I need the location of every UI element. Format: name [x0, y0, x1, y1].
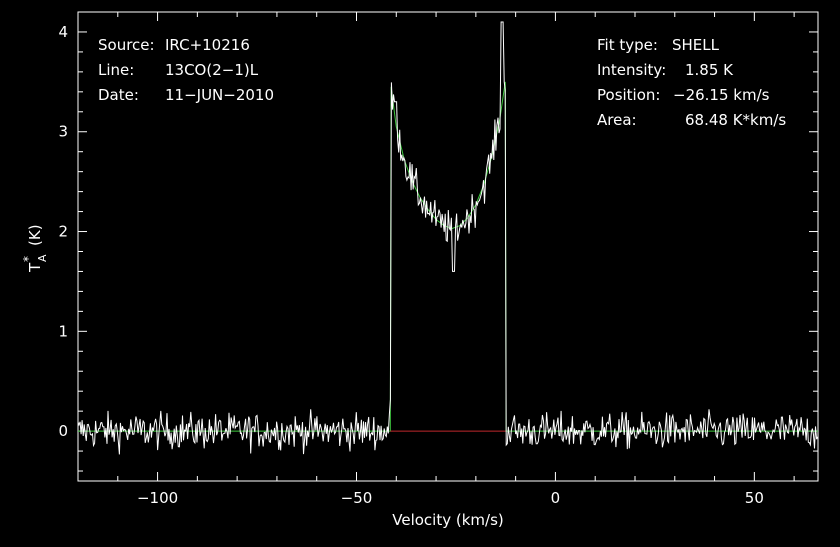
- info-position-value: −26.15 km/s: [673, 86, 770, 104]
- info-intensity-key: Intensity:: [597, 61, 666, 79]
- info-date-key: Date:: [98, 86, 139, 104]
- info-fit-type-key: Fit type:: [597, 36, 658, 54]
- y-axis-label-sub: A: [36, 254, 49, 262]
- info-intensity-value: 1.85 K: [685, 61, 734, 79]
- y-axis-label-unit: (K): [26, 224, 44, 246]
- info-area-value: 68.48 K*km/s: [685, 111, 786, 129]
- x-tick-label: 0: [551, 489, 561, 507]
- info-line-key: Line:: [98, 61, 134, 79]
- info-fit-type-value: SHELL: [672, 36, 720, 54]
- y-tick-label: 1: [58, 322, 68, 340]
- y-tick-label: 4: [58, 23, 68, 41]
- x-tick-label: 50: [745, 489, 764, 507]
- info-right: Fit type: SHELL Intensity: 1.85 K Positi…: [597, 36, 786, 129]
- plot-border: [77, 11, 819, 482]
- axis-tick-labels: −100 −50 0 50 0 1 2 3 4: [58, 23, 763, 507]
- info-date-value: 11−JUN−2010: [165, 86, 274, 104]
- info-area-key: Area:: [597, 111, 637, 129]
- plot-frame: [77, 11, 819, 482]
- x-tick-label: −50: [341, 489, 373, 507]
- plot-series: [77, 21, 819, 455]
- fit-curve: [78, 81, 818, 432]
- info-position-key: Position:: [597, 86, 660, 104]
- y-tick-label: 0: [58, 422, 68, 440]
- axis-ticks: [77, 11, 818, 481]
- x-axis-label: Velocity (km/s): [392, 511, 503, 529]
- y-axis-label: T A * (K): [21, 224, 49, 273]
- info-line-value: 13CO(2−1)L: [165, 61, 259, 79]
- y-axis-label-main: T: [26, 262, 44, 273]
- info-source-value: IRC+10216: [165, 36, 250, 54]
- y-tick-label: 3: [58, 123, 68, 141]
- spectrum-line: [77, 21, 819, 455]
- info-source-key: Source:: [98, 36, 155, 54]
- x-tick-label: −100: [137, 489, 178, 507]
- info-left: Source: IRC+10216 Line: 13CO(2−1)L Date:…: [98, 36, 274, 104]
- y-tick-label: 2: [58, 223, 68, 241]
- y-axis-label-sup: *: [21, 256, 35, 262]
